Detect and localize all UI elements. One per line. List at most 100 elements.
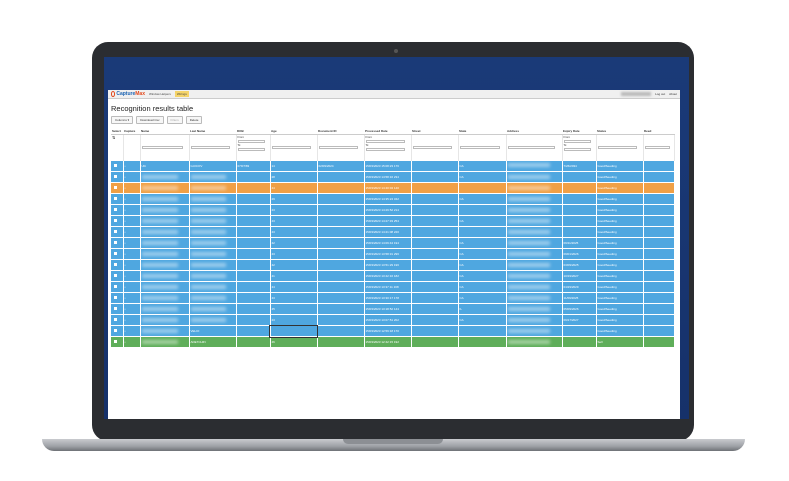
row-checkbox[interactable]: [114, 263, 117, 266]
row-checkbox[interactable]: [114, 274, 117, 277]
capture-dot-icon[interactable]: •: [124, 186, 126, 190]
capture-dot-icon[interactable]: •: [124, 285, 126, 289]
table-row[interactable]: • VELIO 15/03/2023 12:59:18 170 Good/Seedin…: [111, 324, 675, 338]
row-checkbox[interactable]: [114, 318, 117, 321]
logout-link[interactable]: Log out: [655, 92, 666, 96]
capture-dot-icon[interactable]: •: [124, 241, 126, 245]
row-checkbox[interactable]: [114, 252, 117, 255]
row-checkbox[interactable]: [114, 163, 117, 167]
sort-icon[interactable]: ⇅: [112, 135, 116, 140]
capture-dot-icon[interactable]: •: [124, 252, 126, 256]
capture-dot-icon[interactable]: •: [124, 296, 126, 300]
capture-dot-icon[interactable]: •: [124, 329, 126, 333]
row-checkbox[interactable]: [114, 208, 117, 211]
table-cell[interactable]: [111, 314, 124, 326]
table-cell[interactable]: [111, 182, 124, 194]
table-cell[interactable]: [111, 259, 124, 271]
column-header[interactable]: Capture: [123, 128, 140, 135]
table-cell[interactable]: [111, 193, 124, 205]
table-row[interactable]: • 43 15/03/2023 13:58:31 296 CA 09/01/2026 Go…: [111, 248, 675, 260]
table-cell[interactable]: [111, 270, 124, 282]
app-logo[interactable]: Capture Max: [111, 91, 145, 97]
filter-input[interactable]: [318, 146, 359, 149]
filter-input[interactable]: [190, 146, 231, 149]
table-row[interactable]: • ADE7CHIN 46 15/03/2023 12:42:15 192 Sell: [111, 336, 675, 348]
table-cell[interactable]: [111, 292, 124, 304]
table-row[interactable]: • 43 15/03/2023 13:07:51 202 CA 09/17/2027 Go…: [111, 314, 675, 326]
row-checkbox[interactable]: [114, 175, 117, 178]
table-row[interactable]: • 43 15/03/2023 14:29:52 214 Good/Seeding: [111, 204, 675, 216]
nav-window-helpers[interactable]: Window Helpers: [149, 92, 171, 96]
column-header[interactable]: Name: [140, 128, 189, 135]
capture-dot-icon[interactable]: •: [124, 340, 126, 344]
table-row[interactable]: • Ulti GUICOV 07/07/83 14 02/09/2024 15/03/202…: [111, 160, 675, 172]
filter-input[interactable]: [141, 146, 183, 149]
column-header[interactable]: Age: [270, 128, 317, 135]
filter-input[interactable]: [644, 146, 670, 149]
download-csv-button[interactable]: Download Csv: [136, 116, 164, 124]
table-cell[interactable]: [111, 336, 124, 348]
capture-dot-icon[interactable]: •: [124, 197, 126, 201]
filters-button[interactable]: Filters: [166, 116, 183, 124]
capture-dot-icon[interactable]: •: [124, 274, 126, 278]
row-checkbox[interactable]: [114, 241, 117, 244]
filter-input[interactable]: [507, 146, 556, 149]
table-row[interactable]: • 43 15/03/2023 13:30:17 178 CA 11/09/2025 Go…: [111, 292, 675, 304]
column-header[interactable]: Processed Date: [364, 128, 411, 135]
row-checkbox[interactable]: [114, 219, 117, 222]
capture-dot-icon[interactable]: •: [124, 219, 126, 223]
table-row[interactable]: • 44 15/03/2023 14:40:04 140 Good/Seeding: [111, 182, 675, 194]
capture-dot-icon[interactable]: •: [124, 163, 126, 168]
delete-button[interactable]: Delete: [185, 116, 203, 124]
row-checkbox[interactable]: [114, 197, 117, 200]
table-cell[interactable]: [111, 237, 124, 249]
table-cell[interactable]: [111, 226, 124, 238]
column-header[interactable]: Document ID: [317, 128, 364, 135]
row-checkbox[interactable]: [114, 340, 117, 343]
column-header[interactable]: State: [458, 128, 506, 135]
filter-from-input[interactable]: [563, 140, 592, 143]
row-checkbox[interactable]: [114, 285, 117, 288]
filter-from-input[interactable]: [237, 140, 266, 143]
table-row[interactable]: • 43 15/03/2023 14:21:08 220 Good/Seeding: [111, 226, 675, 238]
filter-to-input[interactable]: [237, 148, 266, 151]
column-header[interactable]: Status: [596, 128, 643, 135]
filter-input[interactable]: [459, 146, 500, 149]
capture-dot-icon[interactable]: •: [124, 230, 126, 234]
capture-dot-icon[interactable]: •: [124, 318, 126, 322]
filter-from-input[interactable]: [365, 140, 406, 143]
column-header[interactable]: Last Name: [189, 128, 236, 135]
column-header[interactable]: Expiry Date: [562, 128, 596, 135]
column-header[interactable]: Select: [111, 128, 123, 135]
table-row[interactable]: • 44 15/03/2023 13:37:11 168 CA 04/29/2029 Go…: [111, 281, 675, 293]
table-cell[interactable]: [111, 303, 124, 315]
table-cell[interactable]: [111, 248, 124, 260]
nav-wirings[interactable]: Wirings: [174, 91, 189, 97]
table-row[interactable]: • 28 15/03/2023 14:58:16 234 CA Good/Seeding: [111, 171, 675, 183]
row-checkbox[interactable]: [114, 230, 117, 233]
table-cell[interactable]: [111, 160, 124, 172]
table-row[interactable]: • 41 15/03/2023 13:42:16 182 CA 10/19/2027 Go…: [111, 270, 675, 282]
table-row[interactable]: • 42 15/03/2023 14:09:44 194 CA 09/11/2025 Go…: [111, 237, 675, 249]
column-header[interactable]: Deed: [643, 128, 674, 135]
table-cell[interactable]: [111, 171, 124, 183]
column-header[interactable]: DOB: [236, 128, 270, 135]
row-checkbox[interactable]: [114, 186, 117, 189]
row-checkbox[interactable]: [114, 296, 117, 299]
capture-dot-icon[interactable]: •: [124, 263, 126, 267]
about-link[interactable]: About: [669, 92, 677, 96]
filter-to-input[interactable]: [563, 148, 592, 151]
table-row[interactable]: • 42 15/03/2023 13:51:29 196 CA 03/09/2025 Go…: [111, 259, 675, 271]
table-cell[interactable]: [111, 281, 124, 293]
filter-input[interactable]: [597, 146, 638, 149]
table-cell[interactable]: [111, 204, 124, 216]
table-row[interactable]: • 43 15/03/2023 14:27:33 254 CA Good/Seeding: [111, 215, 675, 227]
row-checkbox[interactable]: [114, 329, 117, 332]
capture-dot-icon[interactable]: •: [124, 208, 126, 212]
column-header[interactable]: Street: [411, 128, 458, 135]
columns-button[interactable]: Columns ▾: [111, 116, 134, 124]
table-row[interactable]: • 29 15/03/2023 14:35:24 342 CA Good/Seeding: [111, 193, 675, 205]
capture-dot-icon[interactable]: •: [124, 175, 126, 179]
row-checkbox[interactable]: [114, 307, 117, 310]
table-row[interactable]: • 45 15/03/2023 13:18:52 144 IL 05/09/2026 Go…: [111, 303, 675, 315]
